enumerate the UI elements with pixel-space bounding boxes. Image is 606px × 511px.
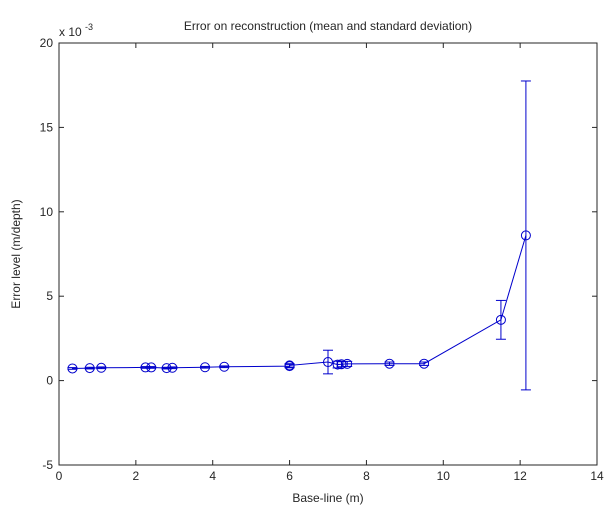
data-point [200,362,211,373]
chart-title: Error on reconstruction (mean and standa… [184,19,472,33]
data-point [520,230,531,241]
x-tick-label: 12 [513,469,527,483]
x-tick-label: 14 [590,469,604,483]
data-point [96,362,107,373]
y-tick-label: 5 [46,289,53,303]
x-axis-label: Base-line (m) [292,491,363,505]
data-point [495,314,506,325]
x-tick-label: 10 [437,469,451,483]
x-tick-label: 4 [209,469,216,483]
data-point [384,358,395,369]
data-point [219,361,230,372]
data-point [419,358,430,369]
y-axis-exponent: x 10 -3 [59,22,93,39]
data-point [167,362,178,373]
data-point [323,357,333,368]
y-axis-label: Error level (m/depth) [9,199,23,308]
data-point [140,362,151,373]
data-point [146,362,157,373]
data-point [336,359,347,370]
x-tick-label: 8 [363,469,370,483]
y-tick-label: -5 [42,458,53,472]
x-tick-label: 2 [133,469,140,483]
data-point [84,363,95,374]
y-tick-label: 0 [46,374,53,388]
y-tick-label: 15 [40,120,54,134]
x-tick-label: 6 [286,469,293,483]
data-point [342,358,353,369]
data-series [67,80,531,391]
y-axis-exponent-base: x 10 [59,25,82,39]
data-point [67,363,78,374]
data-point [284,360,295,371]
data-point [332,359,343,370]
y-tick-label: 20 [40,36,54,50]
y-axis-exponent-power: -3 [85,22,93,32]
data-point [161,363,172,374]
x-tick-label: 0 [56,469,63,483]
plot-area [58,42,598,466]
y-tick-label: 10 [40,205,54,219]
